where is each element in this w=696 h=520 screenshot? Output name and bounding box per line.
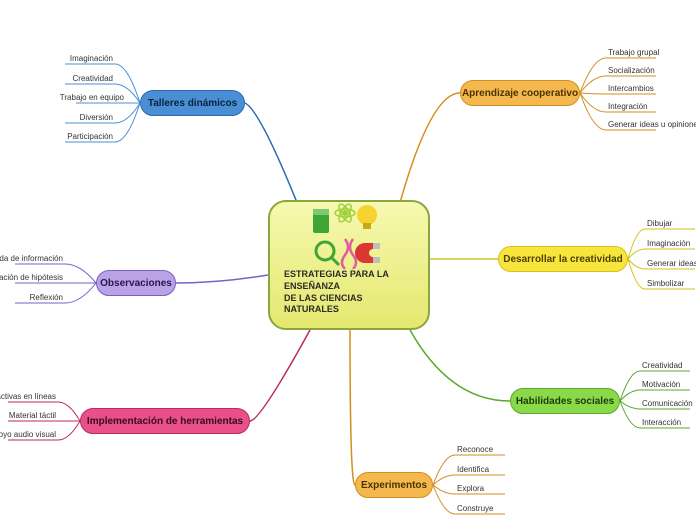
branch-creatividad: Desarrollar la creatividad bbox=[498, 246, 628, 272]
science-icons bbox=[309, 199, 389, 269]
central-icons bbox=[309, 199, 389, 269]
branch-herramientas: Implementación de herramientas bbox=[80, 408, 250, 434]
leaf-label: Interactivas en líneas bbox=[0, 392, 56, 401]
leaf-label: Búsqueda de información bbox=[0, 254, 63, 263]
leaf-label: Participación bbox=[67, 132, 113, 141]
leaf-label: Creatividad bbox=[73, 74, 113, 83]
leaf-label: Reconoce bbox=[457, 445, 493, 454]
leaf-label: Intercambios bbox=[608, 84, 654, 93]
branch-habilidades: Habilidades sociales bbox=[510, 388, 620, 414]
leaf-label: Dibujar bbox=[647, 219, 672, 228]
leaf-label: Comunicación bbox=[642, 399, 693, 408]
leaf-label: Socialización bbox=[608, 66, 655, 75]
leaf-label: Identifica bbox=[457, 465, 489, 474]
central-node: ESTRATEGIAS PARA LA ENSEÑANZA DE LAS CIE… bbox=[268, 200, 430, 330]
leaf-label: Reflexión bbox=[30, 293, 63, 302]
leaf-label: Integración bbox=[608, 102, 648, 111]
leaf-label: Imaginación bbox=[70, 54, 113, 63]
branch-observaciones: Observaciones bbox=[96, 270, 176, 296]
leaf-label: Material táctil bbox=[9, 411, 56, 420]
branch-aprendizaje: Aprendizaje cooperativo bbox=[460, 80, 580, 106]
leaf-label: Apoyo audio visual bbox=[0, 430, 56, 439]
leaf-label: Generar ideas u opiniones bbox=[608, 120, 696, 129]
leaf-label: Elaboración de hipótesis bbox=[0, 273, 63, 282]
leaf-label: Interacción bbox=[642, 418, 681, 427]
leaf-label: Generar ideas bbox=[647, 259, 696, 268]
leaf-label: Motivación bbox=[642, 380, 680, 389]
leaf-label: Construye bbox=[457, 504, 493, 513]
leaf-label: Trabajo en equipo bbox=[60, 93, 124, 102]
central-title: ESTRATEGIAS PARA LA ENSEÑANZA DE LAS CIE… bbox=[278, 269, 420, 320]
leaf-label: Explora bbox=[457, 484, 484, 493]
leaf-label: Diversión bbox=[80, 113, 113, 122]
central-title-line2: DE LAS CIENCIAS NATURALES bbox=[284, 293, 363, 315]
central-title-line1: ESTRATEGIAS PARA LA ENSEÑANZA bbox=[284, 269, 389, 291]
leaf-label: Trabajo grupal bbox=[608, 48, 659, 57]
branch-talleres: Talleres dinámicos bbox=[140, 90, 245, 116]
leaf-label: Creatividad bbox=[642, 361, 682, 370]
branch-experimentos: Experimentos bbox=[355, 472, 433, 498]
leaf-label: Simbolizar bbox=[647, 279, 684, 288]
leaf-label: Imaginación bbox=[647, 239, 690, 248]
